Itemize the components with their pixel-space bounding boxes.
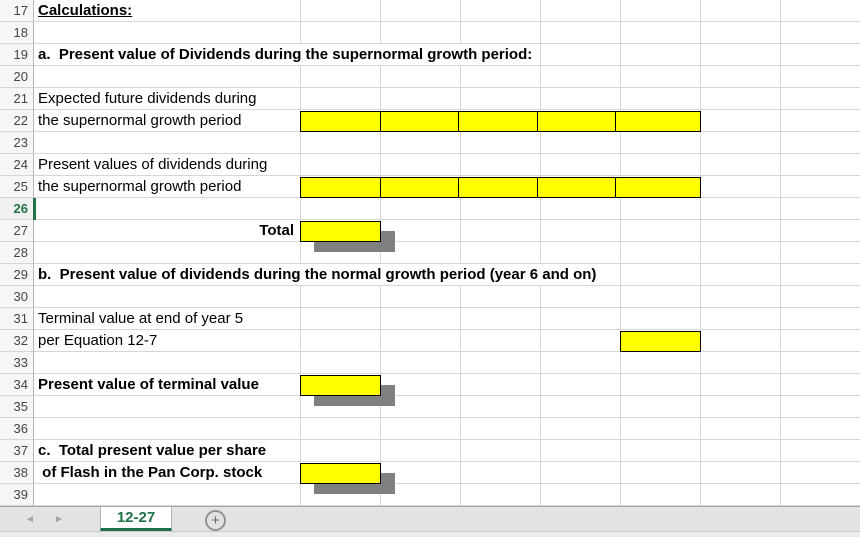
row-header-25[interactable]: 25 [0, 176, 33, 197]
row-header-34[interactable]: 34 [0, 374, 33, 395]
cell-text-row-32[interactable]: per Equation 12-7 [38, 330, 161, 351]
row-header-36[interactable]: 36 [0, 418, 33, 439]
cell-text-row-37[interactable]: c. Total present value per share [38, 440, 270, 461]
row-header-39[interactable]: 39 [0, 484, 33, 505]
row-header-21[interactable]: 21 [0, 88, 33, 109]
highlighted-cell[interactable] [615, 112, 694, 131]
active-cell-cursor [33, 198, 36, 220]
column-gridline [460, 0, 461, 506]
sheet-tab-12-27[interactable]: 12-27 [100, 507, 172, 531]
row-header-26[interactable]: 26 [0, 198, 33, 219]
highlighted-input-cells-row-25[interactable] [300, 177, 701, 198]
cell-text-row-29[interactable]: b. Present value of dividends during the… [38, 264, 600, 285]
row-header-33[interactable]: 33 [0, 352, 33, 373]
row-header-19[interactable]: 19 [0, 44, 33, 65]
column-gridline [300, 0, 301, 506]
cell-text-row-19[interactable]: a. Present value of Dividends during the… [38, 44, 536, 65]
row-header-38[interactable]: 38 [0, 462, 33, 483]
cell-text-row-34[interactable]: Present value of terminal value [38, 374, 262, 395]
next-sheet-button[interactable]: ► [54, 514, 64, 525]
worksheet-grid[interactable] [0, 0, 860, 506]
row-header-24[interactable]: 24 [0, 154, 33, 175]
highlighted-cell[interactable] [301, 464, 380, 483]
cell-text-row-22[interactable]: the supernormal growth period [38, 110, 245, 131]
row-header-30[interactable]: 30 [0, 286, 33, 307]
row-header-17[interactable]: 17 [0, 0, 33, 21]
sheet-tab-bar: ◄ ► 12-27 + [0, 506, 860, 531]
highlighted-cell[interactable] [379, 112, 458, 131]
row-header-22[interactable]: 22 [0, 110, 33, 131]
row-header-35[interactable]: 35 [0, 396, 33, 417]
highlighted-input-cells-row-38[interactable] [300, 463, 381, 484]
row-header-23[interactable]: 23 [0, 132, 33, 153]
highlighted-input-cells-row-32[interactable] [620, 331, 701, 352]
highlighted-cell[interactable] [615, 178, 694, 197]
cell-text-row-27[interactable]: Total [256, 220, 297, 241]
highlighted-cell[interactable] [379, 178, 458, 197]
highlighted-input-cells-row-22[interactable] [300, 111, 701, 132]
row-header-separator [33, 0, 34, 506]
previous-sheet-button[interactable]: ◄ [25, 514, 35, 525]
column-gridline [620, 0, 621, 506]
row-header-18[interactable]: 18 [0, 22, 33, 43]
row-header-column: 17 18 19 20 21 22 23 24 25 26 27 28 29 30 31 32 33 34 35 36… [0, 0, 33, 506]
row-header-27[interactable]: 27 [0, 220, 33, 241]
highlighted-cell[interactable] [536, 178, 615, 197]
highlighted-cell[interactable] [301, 112, 380, 131]
add-sheet-button[interactable]: + [205, 510, 226, 531]
status-bar-strip [0, 531, 860, 537]
row-header-32[interactable]: 32 [0, 330, 33, 351]
column-gridline [700, 0, 701, 506]
highlighted-cell[interactable] [301, 178, 380, 197]
column-gridline [540, 0, 541, 506]
cell-text-row-38[interactable]: of Flash in the Pan Corp. stock [38, 462, 266, 483]
row-header-28[interactable]: 28 [0, 242, 33, 263]
highlighted-cell[interactable] [621, 332, 700, 351]
row-header-31[interactable]: 31 [0, 308, 33, 329]
highlighted-cell[interactable] [301, 376, 380, 395]
highlighted-cell[interactable] [536, 112, 615, 131]
highlighted-input-cells-row-34[interactable] [300, 375, 381, 396]
column-gridline [780, 0, 781, 506]
column-gridline [380, 0, 381, 506]
highlighted-cell[interactable] [458, 112, 537, 131]
row-header-20[interactable]: 20 [0, 66, 33, 87]
cell-text-row-24[interactable]: Present values of dividends during [38, 154, 271, 175]
row-header-37[interactable]: 37 [0, 440, 33, 461]
cell-text-row-21[interactable]: Expected future dividends during [38, 88, 260, 109]
highlighted-cell[interactable] [458, 178, 537, 197]
cell-text-row-25[interactable]: the supernormal growth period [38, 176, 245, 197]
highlighted-cell[interactable] [301, 222, 380, 241]
highlighted-input-cells-row-27[interactable] [300, 221, 381, 242]
row-header-29[interactable]: 29 [0, 264, 33, 285]
cell-text-row-31[interactable]: Terminal value at end of year 5 [38, 308, 247, 329]
cell-text-row-17[interactable]: Calculations: [38, 0, 136, 21]
